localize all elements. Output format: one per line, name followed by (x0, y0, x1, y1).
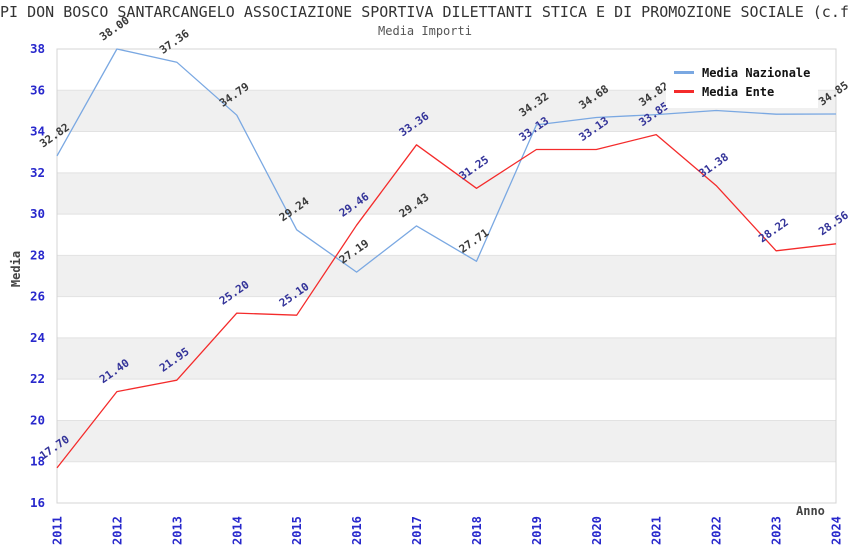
x-tick-label: 2015 (290, 516, 304, 545)
x-tick-label: 2018 (470, 516, 484, 545)
series-line-media-nazionale (56, 48, 837, 273)
grid-band (57, 255, 836, 297)
y-tick-label: 26 (30, 289, 45, 304)
y-tick-label: 24 (30, 330, 45, 345)
x-tick-label: 2022 (710, 516, 724, 545)
legend: Media Nazionale Media Ente (666, 56, 818, 108)
x-tick-label: 2023 (770, 516, 784, 545)
point-label: 28.22 (756, 216, 791, 246)
grid-band (57, 420, 836, 462)
line-marker-icon (674, 71, 694, 74)
x-tick-label: 2016 (350, 516, 364, 545)
x-tick-label: 2024 (830, 516, 844, 545)
legend-label: Media Nazionale (702, 65, 811, 80)
point-label: 27.71 (457, 226, 492, 256)
grid-band (57, 337, 836, 380)
y-tick-label: 38 (30, 41, 45, 56)
series-line-media-ente (56, 133, 837, 469)
chart-subtitle: Media Importi (378, 24, 472, 38)
x-tick-label: 2020 (590, 516, 604, 545)
point-label: 37.36 (157, 27, 192, 57)
y-tick-label: 34 (30, 124, 45, 139)
y-tick-label: 30 (30, 206, 45, 221)
plot-border (56, 48, 837, 504)
x-tick-label: 2019 (530, 516, 544, 545)
x-tick-label: 2011 (51, 516, 65, 545)
legend-item-media-nazionale: Media Nazionale (674, 64, 810, 81)
y-tick-label: 20 (30, 412, 45, 427)
chart-title: PI DON BOSCO SANTARCANGELO ASSOCIAZIONE … (0, 3, 850, 21)
x-tick-label: 2014 (230, 516, 244, 545)
x-tick-label: 2017 (410, 516, 424, 545)
point-label: 38.00 (97, 14, 132, 44)
x-tick-label: 2013 (170, 516, 184, 545)
grid-band (57, 172, 836, 215)
legend-label: Media Ente (702, 84, 775, 99)
line-marker-icon (674, 90, 694, 93)
legend-item-media-ente: Media Ente (674, 83, 810, 100)
x-axis-title: Anno (796, 504, 825, 518)
x-tick-label: 2012 (110, 516, 124, 545)
y-tick-label: 18 (30, 454, 45, 469)
y-tick-label: 32 (30, 165, 45, 180)
x-tick-label: 2021 (650, 516, 664, 545)
y-tick-label: 22 (30, 371, 45, 386)
y-tick-label: 36 (30, 82, 45, 97)
y-tick-label: 28 (30, 247, 45, 262)
y-tick-label: 16 (30, 495, 45, 510)
